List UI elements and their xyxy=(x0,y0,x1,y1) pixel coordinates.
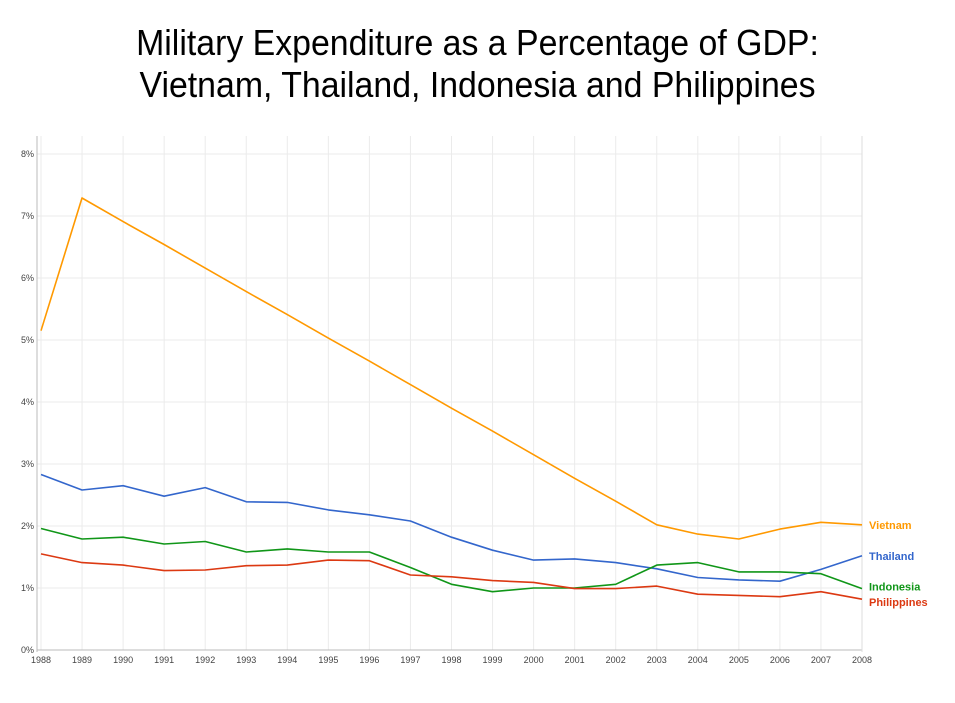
y-tick-label: 8% xyxy=(21,149,34,159)
y-tick-label: 6% xyxy=(21,273,34,283)
series-label-philippines: Philippines xyxy=(869,597,928,609)
series-line-philippines xyxy=(40,553,863,600)
x-tick-label: 1997 xyxy=(400,655,420,665)
series-line-thailand xyxy=(40,473,863,583)
x-axis-ticks: 1988 1989 1990 1991 1992 1993 1994 1995 1996 1997… xyxy=(31,655,872,665)
x-tick-label: 2003 xyxy=(647,655,667,665)
x-tick-label: 1994 xyxy=(277,655,297,665)
series-line-indonesia xyxy=(40,527,863,593)
series-labels: Vietnam Thailand Indonesia Philippines xyxy=(869,520,928,609)
x-tick-label: 1993 xyxy=(236,655,256,665)
series-label-indonesia: Indonesia xyxy=(869,582,921,594)
x-tick-label: 2005 xyxy=(729,655,749,665)
chart-title: Military Expenditure as a Percentage of … xyxy=(136,22,819,63)
x-tick-label: 1990 xyxy=(113,655,133,665)
x-tick-label: 2008 xyxy=(852,655,872,665)
y-tick-label: 7% xyxy=(21,211,34,221)
y-tick-label: 4% xyxy=(21,397,34,407)
y-tick-label: 2% xyxy=(21,521,34,531)
y-tick-label: 3% xyxy=(21,459,34,469)
series-lines xyxy=(40,197,863,600)
y-tick-label: 1% xyxy=(21,583,34,593)
x-tick-label: 1991 xyxy=(154,655,174,665)
x-tick-label: 1995 xyxy=(318,655,338,665)
x-tick-label: 1992 xyxy=(195,655,215,665)
gridlines xyxy=(37,136,863,651)
x-tick-label: 2004 xyxy=(688,655,708,665)
series-line-vietnam xyxy=(40,197,863,540)
chart-subtitle: Vietnam, Thailand, Indonesia and Philipp… xyxy=(139,64,816,105)
y-axis-ticks: 0% 1% 2% 3% 4% 5% 6% 7% 8% xyxy=(21,149,34,655)
x-tick-label: 1989 xyxy=(72,655,92,665)
y-tick-label: 0% xyxy=(21,645,34,655)
series-label-vietnam: Vietnam xyxy=(869,520,912,532)
x-tick-label: 2006 xyxy=(770,655,790,665)
x-tick-label: 2007 xyxy=(811,655,831,665)
y-tick-label: 5% xyxy=(21,335,34,345)
axes xyxy=(36,136,863,652)
x-tick-label: 1999 xyxy=(483,655,503,665)
x-tick-label: 1996 xyxy=(359,655,379,665)
x-tick-label: 2001 xyxy=(565,655,585,665)
x-tick-label: 2002 xyxy=(606,655,626,665)
chart-title-block: Military Expenditure as a Percentage of … xyxy=(29,22,927,106)
x-tick-label: 1998 xyxy=(441,655,461,665)
series-label-thailand: Thailand xyxy=(869,551,914,563)
x-tick-label: 2000 xyxy=(524,655,544,665)
x-tick-label: 1988 xyxy=(31,655,51,665)
